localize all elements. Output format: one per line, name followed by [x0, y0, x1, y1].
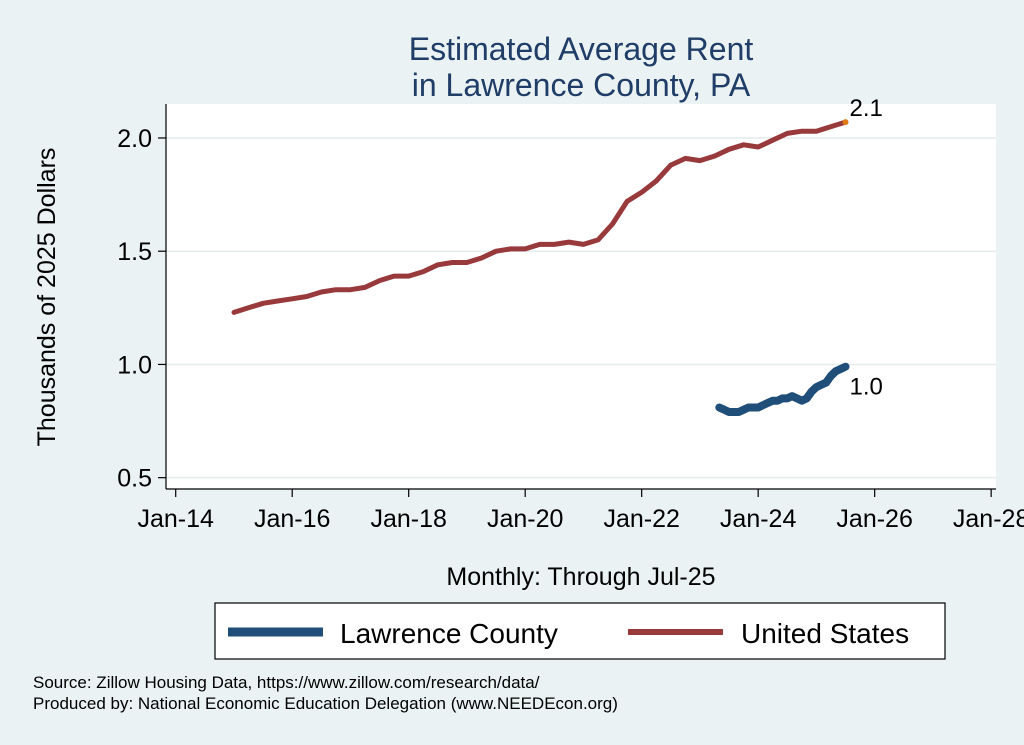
series-line-united-states [231, 119, 848, 315]
plot-area [166, 104, 996, 489]
legend-label-lawrence-county: Lawrence County [340, 618, 558, 649]
x-tick-label: Jan-22 [603, 505, 679, 533]
y-tick-label: 1.5 [117, 238, 152, 266]
series-lines [231, 119, 850, 416]
x-tick-label: Jan-16 [254, 505, 330, 533]
y-tick-label: 0.5 [117, 465, 152, 493]
series-end-marker [842, 119, 849, 126]
y-axis: 0.5 1.0 1.5 2.0 [117, 104, 167, 493]
x-tick-label: Jan-20 [487, 505, 563, 533]
x-axis: Jan-14 Jan-16 Jan-18 Jan-20 Jan-22 Jan-24 Jan-… [137, 488, 1024, 533]
grid-lines [166, 137, 996, 479]
x-tick-label: Jan-18 [370, 505, 446, 533]
end-label-united-states: 2.1 [850, 95, 883, 122]
y-tick-label: 1.0 [117, 351, 152, 379]
chart-title-line-2: in Lawrence County, PA [412, 67, 751, 103]
y-axis-title: Thousands of 2025 Dollars [33, 148, 61, 447]
x-tick-label: Jan-24 [720, 505, 797, 533]
end-labels: 1.0 2.1 [842, 95, 883, 401]
x-tick-label: Jan-26 [836, 505, 912, 533]
y-tick-label: 2.0 [117, 125, 152, 153]
source-note: Source: Zillow Housing Data, https://www… [33, 673, 540, 692]
legend-box [214, 602, 946, 660]
end-label-lawrence-county: 1.0 [850, 374, 883, 401]
producer-note: Produced by: National Economic Education… [33, 694, 618, 713]
chart-title-line-1: Estimated Average Rent [409, 31, 754, 67]
x-axis-title: Monthly: Through Jul-25 [446, 563, 715, 591]
legend: Lawrence County United States [214, 602, 946, 660]
x-tick-label: Jan-14 [137, 505, 214, 533]
series-line-lawrence-county [715, 362, 850, 416]
legend-label-united-states: United States [741, 618, 909, 649]
x-tick-label: Jan-28 [953, 505, 1024, 533]
